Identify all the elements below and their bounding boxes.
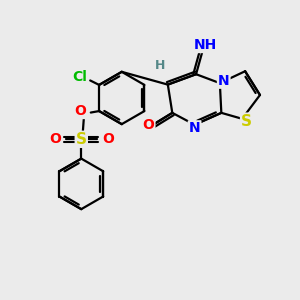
Text: O: O <box>102 132 114 146</box>
Text: H: H <box>155 59 166 72</box>
Text: N: N <box>189 121 200 135</box>
Text: S: S <box>241 114 252 129</box>
Text: NH: NH <box>194 38 217 52</box>
Text: Cl: Cl <box>72 70 87 84</box>
Text: N: N <box>218 74 230 88</box>
Text: S: S <box>76 132 87 147</box>
Text: O: O <box>74 104 86 118</box>
Text: O: O <box>142 118 154 132</box>
Text: O: O <box>49 132 61 146</box>
